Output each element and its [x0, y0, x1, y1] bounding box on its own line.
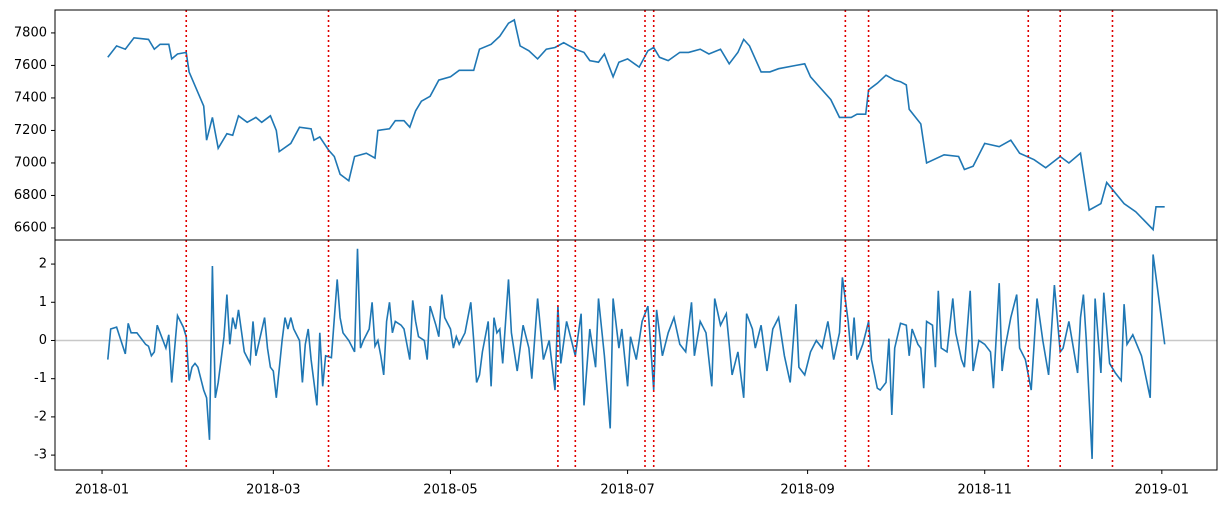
x-tick-label: 2018-01	[75, 483, 129, 498]
panel-frame	[54, 9, 1218, 241]
y-tick-label: 6800	[14, 188, 47, 203]
x-tick-label: 2018-07	[600, 483, 654, 498]
y-tick-label: 7600	[14, 58, 47, 73]
x-tick-label: 2018-09	[780, 483, 834, 498]
x-tick-label: 2018-11	[958, 483, 1012, 498]
panel-frame	[54, 239, 1218, 471]
x-tick-label: 2018-05	[423, 483, 477, 498]
y-tick-label: -3	[34, 448, 47, 463]
y-tick-label: 6600	[14, 220, 47, 235]
y-tick-label: -1	[34, 371, 47, 386]
x-tick-label: 2018-03	[246, 483, 300, 498]
series-line	[107, 248, 1166, 459]
y-tick-label: 0	[39, 333, 47, 348]
y-tick-label: 7800	[14, 25, 47, 40]
y-tick-label: 1	[39, 295, 47, 310]
y-tick-label: 7000	[14, 155, 47, 170]
y-tick-label: 7400	[14, 90, 47, 105]
series-line	[107, 18, 1165, 232]
y-tick-label: 2	[39, 257, 47, 272]
y-tick-label: -2	[34, 409, 47, 424]
y-tick-label: 7200	[14, 123, 47, 138]
x-tick-label: 2019-01	[1135, 483, 1189, 498]
